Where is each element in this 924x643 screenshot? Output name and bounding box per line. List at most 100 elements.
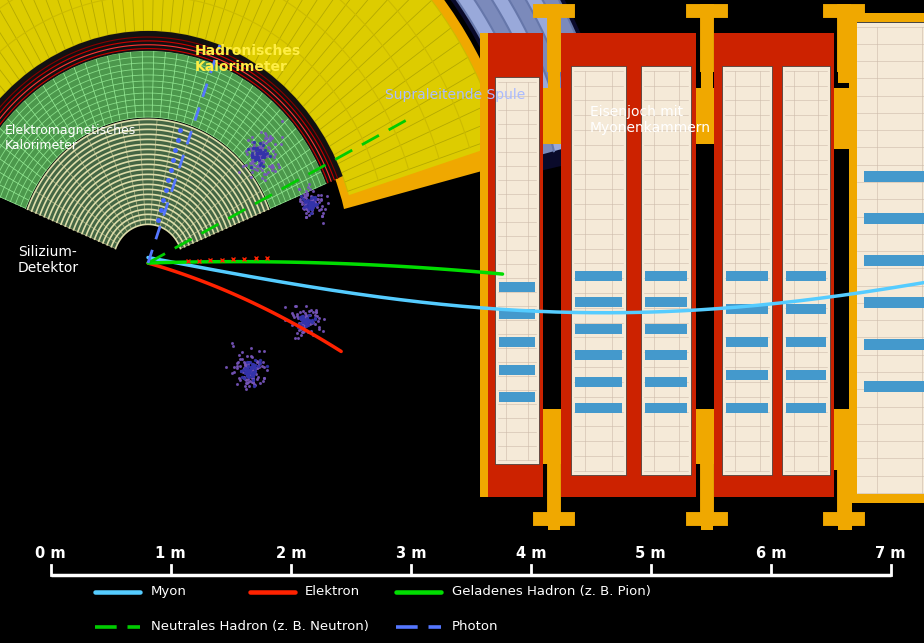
Bar	[480, 33, 488, 497]
Point	[257, 347, 272, 357]
Bar	[864, 255, 924, 266]
Point	[297, 192, 311, 203]
Point	[252, 362, 267, 372]
Point	[255, 151, 270, 161]
Text: 0 m: 0 m	[35, 546, 67, 561]
Point	[244, 145, 259, 156]
Point	[255, 172, 270, 183]
Point	[246, 141, 261, 152]
Point	[300, 327, 315, 338]
Text: Elektron: Elektron	[305, 585, 360, 598]
Point	[301, 309, 316, 320]
Point	[243, 365, 258, 376]
Point	[245, 156, 260, 167]
Point	[298, 301, 313, 311]
Point	[250, 374, 265, 385]
Point	[246, 155, 261, 165]
Point	[256, 156, 271, 166]
Point	[241, 381, 256, 392]
Point	[257, 147, 272, 158]
Bar	[786, 337, 826, 347]
Point	[271, 159, 286, 169]
Point	[249, 152, 263, 162]
Point	[244, 150, 259, 160]
Point	[303, 197, 318, 207]
Bar	[786, 403, 826, 413]
Point	[227, 367, 242, 377]
Bar	[548, 458, 560, 530]
Point	[254, 158, 269, 168]
Point	[296, 194, 310, 204]
Point	[301, 178, 316, 188]
Point	[251, 158, 266, 168]
Point	[235, 354, 249, 364]
Point	[318, 204, 333, 214]
Point	[248, 155, 262, 165]
Point	[300, 319, 315, 329]
Point	[226, 362, 241, 372]
Text: 4 m: 4 m	[516, 546, 546, 561]
Point	[296, 311, 310, 322]
Point	[310, 194, 325, 204]
Point	[257, 149, 272, 159]
Point	[295, 311, 310, 322]
Point	[302, 201, 317, 211]
Text: 7 m: 7 m	[876, 546, 906, 561]
Point	[294, 313, 309, 323]
Wedge shape	[0, 0, 581, 147]
Point	[247, 140, 261, 150]
Point	[255, 361, 270, 371]
Point	[290, 312, 305, 323]
Point	[298, 314, 312, 325]
Point	[249, 143, 264, 153]
Point	[303, 197, 318, 208]
Bar	[849, 17, 857, 503]
Point	[239, 377, 254, 388]
Point	[304, 202, 319, 212]
Point	[300, 195, 315, 206]
Point	[251, 359, 266, 369]
Point	[253, 158, 268, 168]
Text: Geladenes Hadron (z. B. Pion): Geladenes Hadron (z. B. Pion)	[452, 585, 650, 598]
Point	[254, 146, 269, 156]
Point	[241, 369, 256, 379]
Bar	[645, 297, 687, 307]
Point	[248, 360, 262, 370]
Point	[247, 368, 261, 379]
Wedge shape	[0, 0, 617, 174]
Point	[253, 147, 268, 158]
Point	[262, 131, 277, 141]
Point	[240, 367, 255, 377]
Point	[225, 338, 239, 349]
Point	[246, 366, 261, 376]
Point	[246, 143, 261, 154]
Point	[225, 341, 240, 351]
Point	[306, 186, 321, 197]
Wedge shape	[0, 0, 553, 155]
Point	[320, 190, 334, 201]
Point	[245, 374, 260, 384]
Point	[244, 172, 259, 183]
Point	[260, 148, 274, 158]
Bar	[499, 337, 535, 347]
Point	[253, 156, 268, 166]
Point	[294, 311, 309, 321]
Point	[254, 152, 269, 162]
Point	[235, 347, 249, 357]
Point	[305, 194, 320, 204]
Point	[246, 368, 261, 378]
Bar	[714, 33, 834, 497]
Text: Silizium-
Detektor: Silizium- Detektor	[18, 244, 79, 275]
Point	[292, 318, 307, 329]
Point	[298, 197, 313, 208]
Point	[246, 371, 261, 381]
Point	[248, 354, 262, 365]
Point	[247, 150, 261, 161]
Text: Neutrales Hadron (z. B. Neutron): Neutrales Hadron (z. B. Neutron)	[151, 620, 369, 633]
Point	[234, 372, 249, 383]
Point	[307, 312, 322, 323]
Point	[304, 326, 319, 336]
Point	[314, 210, 329, 221]
Point	[310, 203, 324, 213]
Point	[249, 152, 263, 163]
